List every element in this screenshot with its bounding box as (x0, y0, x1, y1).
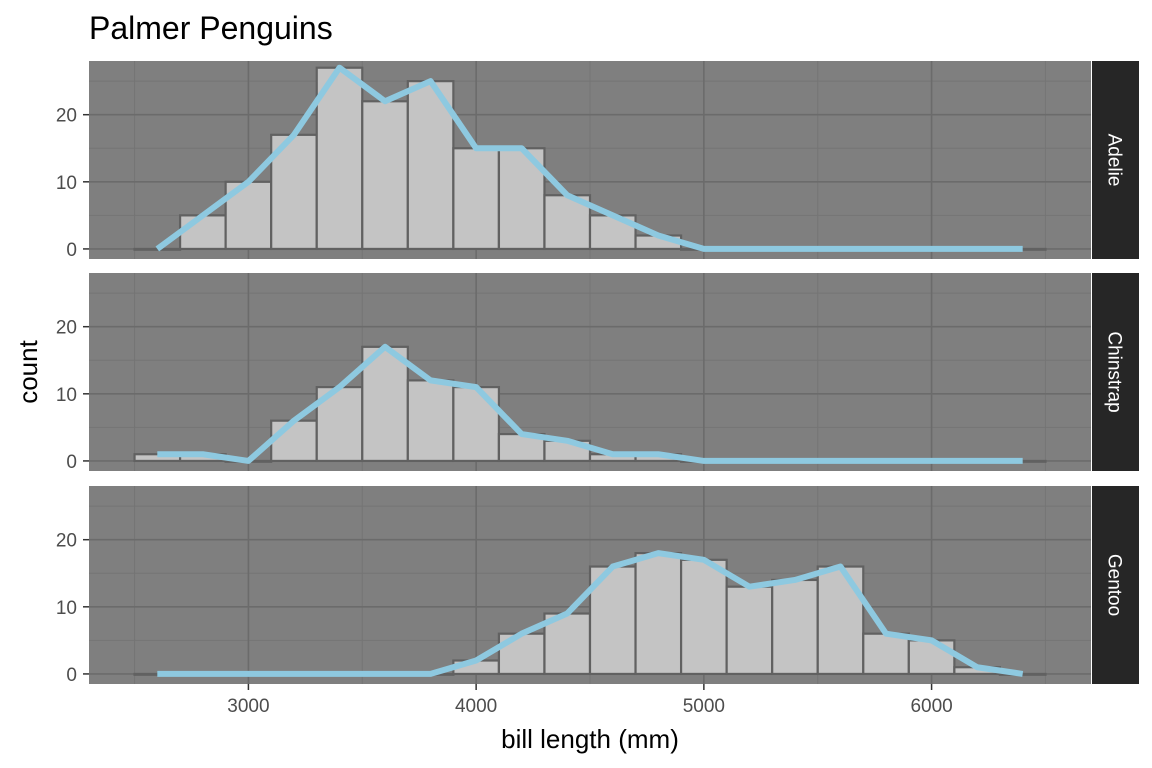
histogram-bar (634, 552, 683, 676)
facet-panels: 0 10 20 Adelie 0 10 20 Chinstrap 0 10 20 Gentoo (56, 61, 1139, 686)
y-tick-label: 20 (56, 106, 77, 127)
histogram-bar (452, 147, 501, 251)
y-axis-title: count (13, 339, 43, 403)
frequency-line (157, 343, 1023, 464)
y-tick-label: 0 (66, 452, 77, 473)
facet-panel-gentoo: 0 10 20 Gentoo (56, 486, 1139, 686)
facet-panel-adelie: 0 10 20 Adelie (56, 61, 1139, 261)
x-tick-label: 3000 (227, 696, 269, 717)
histogram-bar (497, 432, 546, 463)
y-tick-label: 20 (56, 531, 77, 552)
y-tick-label: 10 (56, 173, 77, 194)
histogram-bar (725, 585, 774, 676)
histogram-bar (361, 100, 409, 251)
x-tick-label: 4000 (455, 696, 497, 717)
y-tick-label: 0 (66, 240, 77, 261)
facet-strip-label: Gentoo (1104, 554, 1125, 616)
histogram-bar (679, 558, 728, 676)
facet-strip-label: Chinstrap (1104, 331, 1125, 412)
facet-strip (1092, 61, 1139, 259)
histogram-bar (133, 247, 182, 251)
y-tick-label: 10 (56, 598, 77, 619)
histogram-bar (907, 639, 956, 676)
facet-strip (1092, 486, 1139, 684)
facet-panel-chinstrap: 0 10 20 Chinstrap (56, 273, 1139, 473)
frequency-line (155, 64, 1023, 252)
x-tick-label: 5000 (683, 696, 725, 717)
y-tick-label: 10 (56, 385, 77, 406)
histogram-bar (862, 632, 910, 676)
y-tick-label: 20 (56, 318, 77, 339)
chart-title: Palmer Penguins (89, 10, 333, 46)
histogram-bar (452, 386, 501, 463)
histogram-bar (178, 214, 227, 251)
histogram-bar (816, 565, 865, 676)
x-tick-label: 6000 (910, 696, 952, 717)
facet-strip (1092, 273, 1139, 471)
x-axis-title: bill length (mm) (501, 724, 679, 754)
x-axis: 3000 4000 5000 6000 (227, 684, 953, 717)
histogram-bar (771, 578, 819, 676)
histogram-bar (406, 379, 455, 463)
frequency-line (157, 550, 1024, 677)
histogram-bar (270, 419, 318, 463)
y-tick-label: 0 (66, 665, 77, 686)
facet-strip-label: Adelie (1104, 134, 1125, 187)
